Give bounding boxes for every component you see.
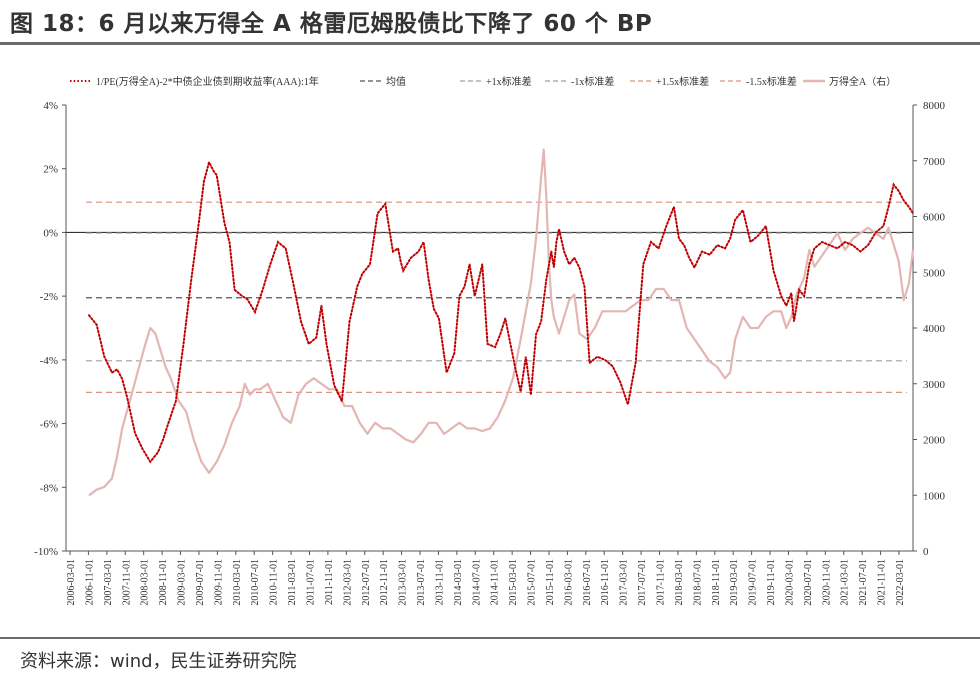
x-tick-label: 2012-07-01 bbox=[361, 559, 372, 606]
x-tick-label: 2009-07-01 bbox=[195, 559, 206, 606]
left-tick-label: 2% bbox=[43, 164, 58, 176]
x-tick-label: 2011-11-01 bbox=[324, 559, 335, 605]
x-tick-label: 2016-07-01 bbox=[582, 559, 593, 606]
x-tick-label: 2022-03-01 bbox=[895, 559, 906, 606]
x-tick-label: 2014-07-01 bbox=[471, 559, 482, 606]
x-tick-label: 2018-07-01 bbox=[692, 559, 703, 606]
x-tick-label: 2020-03-01 bbox=[784, 559, 795, 606]
x-tick-label: 2019-07-01 bbox=[748, 559, 759, 606]
x-tick-label: 2006-11-01 bbox=[84, 559, 95, 605]
left-tick-label: 0% bbox=[43, 227, 58, 239]
legend-label: -1.5x标准差 bbox=[746, 75, 797, 88]
x-tick-label: 2012-11-01 bbox=[379, 559, 390, 605]
left-tick-label: 4% bbox=[43, 100, 58, 112]
x-tick-label: 2007-03-01 bbox=[103, 559, 114, 606]
x-tick-label: 2010-03-01 bbox=[232, 559, 243, 606]
source-note: 资料来源：wind，民生证券研究院 bbox=[20, 651, 297, 672]
legend-label: -1x标准差 bbox=[571, 75, 614, 88]
x-tick-label: 2011-07-01 bbox=[305, 559, 316, 605]
right-tick-label: 6000 bbox=[923, 212, 946, 224]
x-tick-label: 2015-11-01 bbox=[545, 559, 556, 605]
right-tick-label: 7000 bbox=[923, 156, 946, 168]
legend-label: +1x标准差 bbox=[486, 75, 532, 88]
legend-label: 万得全A（右） bbox=[829, 75, 896, 88]
x-tick-label: 2018-11-01 bbox=[711, 559, 722, 605]
x-tick-label: 2021-07-01 bbox=[858, 559, 869, 606]
left-tick-label: -6% bbox=[40, 419, 58, 431]
left-tick-label: -10% bbox=[34, 546, 58, 558]
chart-svg: -10% -8% -6% -4% -2% 0% 2% 4% 0 1000 2000 3000 4000 5… bbox=[34, 75, 946, 606]
x-tick-label: 2010-11-01 bbox=[269, 559, 280, 605]
left-tick-label: -8% bbox=[40, 482, 58, 494]
legend-label: +1.5x标准差 bbox=[656, 75, 709, 88]
x-tick-label: 2019-11-01 bbox=[766, 559, 777, 605]
x-tick-label: 2020-07-01 bbox=[803, 559, 814, 606]
x-tick-label: 2008-03-01 bbox=[140, 559, 151, 606]
x-tick-label: 2021-11-01 bbox=[877, 559, 888, 605]
x-tick-label: 2016-11-01 bbox=[600, 559, 611, 605]
x-tick-label: 2019-03-01 bbox=[729, 559, 740, 606]
footer-divider bbox=[0, 637, 980, 639]
x-tick-label: 2013-11-01 bbox=[434, 559, 445, 605]
x-tick-label: 2007-11-01 bbox=[121, 559, 132, 605]
x-tick-label: 2012-03-01 bbox=[342, 559, 353, 606]
page-title: 图 18：6 月以来万得全 A 格雷厄姆股债比下降了 60 个 BP bbox=[10, 11, 653, 37]
x-tick-label: 2016-03-01 bbox=[563, 559, 574, 606]
index-series-line bbox=[88, 148, 915, 497]
title-divider bbox=[0, 42, 980, 45]
left-tick-label: -2% bbox=[40, 291, 58, 303]
x-tick-label: 2011-03-01 bbox=[287, 559, 298, 605]
right-tick-label: 3000 bbox=[923, 379, 946, 391]
title-bar: 图 18：6 月以来万得全 A 格雷厄姆股债比下降了 60 个 BP bbox=[0, 0, 980, 45]
x-tick-label: 2013-07-01 bbox=[416, 559, 427, 606]
right-tick-label: 1000 bbox=[923, 490, 946, 502]
x-tick-label: 2014-11-01 bbox=[490, 559, 501, 605]
x-tick-label: 2013-03-01 bbox=[398, 559, 409, 606]
left-tick-label: -4% bbox=[40, 355, 58, 367]
right-tick-label: 2000 bbox=[923, 435, 946, 447]
right-tick-label: 0 bbox=[923, 546, 929, 558]
x-tick-label: 2018-03-01 bbox=[674, 559, 685, 606]
right-tick-label: 4000 bbox=[923, 323, 946, 335]
x-tick-label: 2017-07-01 bbox=[637, 559, 648, 606]
chart-container: -10% -8% -6% -4% -2% 0% 2% 4% 0 1000 2000 3000 4000 5… bbox=[0, 60, 980, 630]
legend-label: 1/PE(万得全A)-2*中债企业债到期收益率(AAA):1年 bbox=[96, 75, 319, 88]
x-tick-label: 2010-07-01 bbox=[250, 559, 261, 606]
x-tick-label: 2009-03-01 bbox=[177, 559, 188, 606]
x-tick-label: 2015-07-01 bbox=[527, 559, 538, 606]
right-tick-label: 5000 bbox=[923, 267, 946, 279]
x-tick-label: 2008-11-01 bbox=[158, 559, 169, 605]
x-tick-label: 2017-03-01 bbox=[619, 559, 630, 606]
legend-label: 均值 bbox=[386, 75, 406, 88]
x-tick-label: 2020-11-01 bbox=[821, 559, 832, 605]
spread-series-line bbox=[88, 159, 914, 464]
x-tick-label: 2017-11-01 bbox=[656, 559, 667, 605]
x-tick-label: 2009-11-01 bbox=[213, 559, 224, 605]
right-tick-label: 8000 bbox=[923, 100, 946, 112]
x-tick-label: 2006-03-01 bbox=[66, 559, 77, 606]
x-tick-label: 2014-03-01 bbox=[453, 559, 464, 606]
x-tick-label: 2021-03-01 bbox=[840, 559, 851, 606]
x-tick-label: 2015-03-01 bbox=[508, 559, 519, 606]
